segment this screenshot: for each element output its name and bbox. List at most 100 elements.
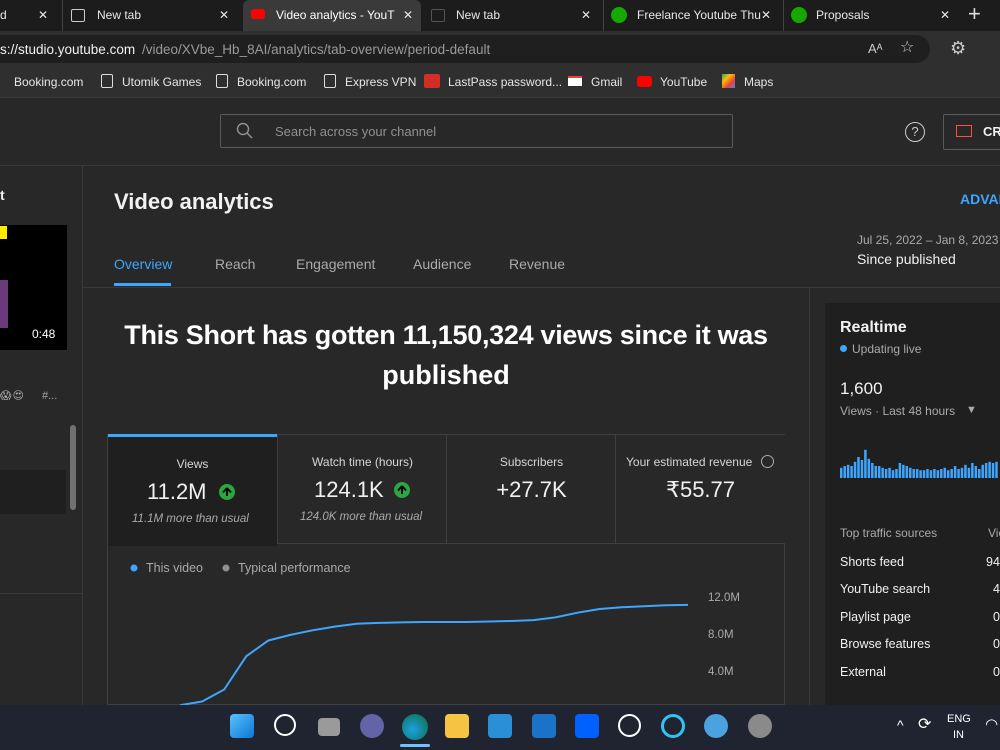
region[interactable]: IN	[953, 729, 964, 741]
chat-app[interactable]	[360, 714, 384, 738]
task-view[interactable]	[318, 718, 340, 736]
tab[interactable]: New tab ✕	[62, 0, 241, 31]
bookmark[interactable]: LastPass password...	[448, 75, 563, 89]
tab-title: New tab	[456, 8, 501, 22]
period-label[interactable]: Since published	[857, 251, 956, 267]
dropdown-arrow[interactable]: ▼	[966, 404, 977, 416]
headline: published	[382, 360, 510, 390]
help-icon[interactable]: ?	[905, 122, 925, 142]
realtime-bar	[978, 469, 981, 478]
analytics-tab[interactable]: Overview	[114, 256, 173, 272]
tray-icon[interactable]: ⟳	[918, 716, 932, 733]
tab-underline	[114, 283, 171, 286]
realtime-bar	[991, 463, 995, 478]
realtime-bar	[850, 466, 853, 478]
explorer-app[interactable]	[445, 714, 469, 738]
analytics-tab[interactable]: Revenue	[509, 256, 566, 272]
date-range[interactable]: Jul 25, 2022 – Jan 8, 2023	[857, 233, 999, 247]
tab-active[interactable]: Video analytics - YouT ✕	[243, 0, 421, 31]
metric-card[interactable]: Watch time (hours) 124.1K 124.0K more th…	[277, 435, 447, 544]
create-button[interactable]	[943, 114, 1000, 150]
analytics-tab[interactable]: Audience	[413, 256, 472, 272]
metric-value: ₹55.77	[665, 477, 736, 502]
bookmark-icon	[424, 74, 440, 88]
bookmark[interactable]: Booking.com	[237, 75, 307, 89]
realtime-bar	[981, 464, 984, 478]
realtime-bar	[895, 469, 898, 478]
bookmark[interactable]: Gmail	[591, 75, 623, 89]
favorite-icon[interactable]: ☆	[900, 39, 915, 56]
bookmark-icon	[324, 74, 336, 88]
info-icon[interactable]	[761, 455, 774, 468]
tab-close[interactable]: ✕	[940, 8, 951, 22]
tab-close[interactable]: ✕	[581, 8, 592, 22]
tab[interactable]: Freelance Youtube Thu ✕	[603, 0, 782, 31]
tab-divider	[83, 287, 1000, 288]
realtime-bar	[884, 469, 888, 478]
mail-app[interactable]	[532, 714, 556, 738]
start-button[interactable]	[230, 714, 254, 738]
read-aloud-icon[interactable]: Aᴬ	[868, 41, 883, 56]
metric-label: Your estimated revenue	[626, 455, 753, 469]
tab-icon	[251, 9, 265, 19]
tab-icon	[71, 9, 85, 22]
traffic-source: YouTube search	[840, 582, 931, 596]
metric-card[interactable]: Subscribers +27.7K	[446, 435, 616, 544]
realtime-bar	[840, 467, 843, 478]
scrollbar[interactable]	[70, 425, 76, 510]
views-line	[179, 603, 689, 705]
tab[interactable]: Proposals ✕	[783, 0, 962, 31]
traffic-value: 4	[993, 582, 1000, 596]
alexa-app[interactable]	[661, 714, 685, 738]
metric-card[interactable]: Your estimated revenue ₹55.77	[615, 435, 785, 544]
tab-close[interactable]: ✕	[761, 8, 772, 22]
video-caption: #...	[42, 390, 58, 402]
realtime-bar	[898, 463, 902, 478]
bookmark[interactable]: Utomik Games	[122, 75, 202, 89]
store-app[interactable]	[488, 714, 512, 738]
settings-app[interactable]	[748, 714, 772, 738]
bookmark[interactable]: YouTube	[660, 75, 708, 89]
realtime-bar	[988, 461, 991, 478]
tab[interactable]: New tab ✕	[423, 0, 601, 31]
tab[interactable]: d ✕	[0, 0, 60, 31]
bookmark[interactable]: Express VPN	[345, 75, 417, 89]
y-tick-label: 8.0M	[708, 629, 734, 641]
realtime-bar	[874, 466, 877, 478]
edge-app[interactable]	[402, 714, 428, 740]
extensions-icon[interactable]: ⚙	[950, 38, 967, 58]
realtime-period[interactable]: Views · Last 48 hours	[840, 404, 956, 418]
tray-chevron[interactable]: ^	[897, 717, 904, 733]
tab-close[interactable]: ✕	[219, 8, 230, 22]
video-thumbnail[interactable]	[0, 225, 67, 350]
metric-label: Views	[176, 457, 209, 471]
nav-item-selected[interactable]	[0, 470, 66, 514]
search-button[interactable]	[274, 714, 296, 736]
wifi-icon[interactable]: ◠	[985, 716, 999, 733]
url-field[interactable]	[0, 35, 930, 63]
metric-card-selected[interactable]: Views 11.2M 11.1M more than usual	[108, 434, 277, 546]
realtime-bar	[846, 464, 850, 478]
divider	[0, 593, 82, 594]
realtime-bar	[984, 463, 988, 478]
traffic-source: Shorts feed	[840, 555, 904, 569]
tab-close[interactable]: ✕	[403, 8, 414, 22]
new-tab-button[interactable]: +	[968, 1, 981, 26]
analytics-tab[interactable]: Reach	[215, 256, 256, 272]
realtime-bar	[912, 469, 915, 478]
analytics-tab[interactable]: Engagement	[296, 256, 376, 272]
help-app[interactable]	[704, 714, 728, 738]
tab-title: Video analytics - YouT	[276, 8, 395, 22]
tab-close[interactable]: ✕	[38, 8, 49, 22]
advanced-mode-link[interactable]: ADVAN	[960, 191, 1000, 207]
language[interactable]: ENG	[947, 713, 971, 725]
bookmark[interactable]: Booking.com	[14, 75, 84, 89]
search-box[interactable]	[220, 114, 733, 148]
search-placeholder: Search across your channel	[275, 124, 437, 139]
tab-icon	[611, 7, 627, 23]
dropbox-app[interactable]	[575, 714, 599, 738]
bookmark[interactable]: Maps	[744, 75, 774, 89]
app-icon[interactable]	[618, 714, 641, 737]
legend-dot	[130, 564, 138, 572]
